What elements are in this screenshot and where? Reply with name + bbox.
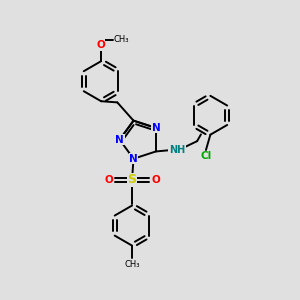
- Text: O: O: [151, 175, 160, 185]
- Text: N: N: [152, 123, 160, 133]
- Text: Cl: Cl: [200, 152, 211, 161]
- Text: NH: NH: [169, 145, 185, 155]
- Text: S: S: [128, 173, 136, 186]
- Text: CH₃: CH₃: [124, 260, 140, 269]
- Text: N: N: [129, 154, 138, 164]
- Text: O: O: [104, 175, 113, 185]
- Text: CH₃: CH₃: [114, 35, 130, 44]
- Text: O: O: [96, 40, 105, 50]
- Text: N: N: [115, 135, 124, 145]
